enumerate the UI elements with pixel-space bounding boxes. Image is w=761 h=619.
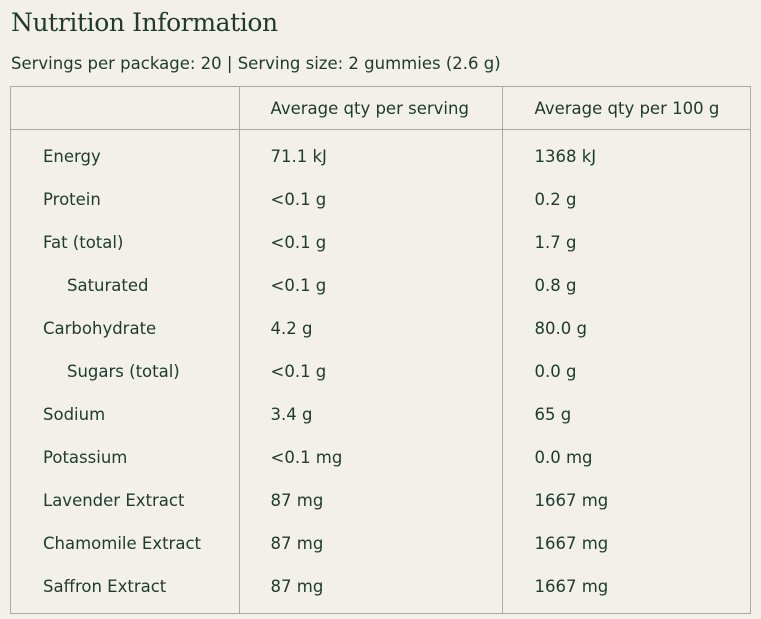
per-100g-value: 0.8 g xyxy=(534,276,577,295)
nutrient-name: Sugars (total) xyxy=(11,350,240,393)
table-row: Lavender Extract 87 mg 1667 mg xyxy=(11,479,750,522)
nutrient-name: Energy xyxy=(11,129,240,178)
per-100g-value: 1368 kJ xyxy=(534,147,597,166)
per-100g-value: 1.7 g xyxy=(534,233,577,252)
nutrient-name: Saturated xyxy=(11,264,240,307)
table-row: Protein <0.1 g 0.2 g xyxy=(11,178,750,221)
per-100g-value: 0.0 mg xyxy=(534,448,593,467)
table-row: Sugars (total) <0.1 g 0.0 g xyxy=(11,350,750,393)
nutrient-name: Sodium xyxy=(11,393,240,436)
per-serving-value: 87 mg xyxy=(239,479,503,522)
nutrient-name: Lavender Extract xyxy=(11,479,240,522)
nutrient-name: Potassium xyxy=(11,436,240,479)
per-100g-value: 80.0 g xyxy=(534,319,587,338)
header-per-serving: Average qty per serving xyxy=(239,87,503,130)
per-100g-value: 1667 mg xyxy=(534,491,609,510)
table-row: Carbohydrate 4.2 g 80.0 g xyxy=(11,307,750,350)
per-100g-value: 0.0 g xyxy=(534,362,577,381)
per-serving-value: 87 mg xyxy=(239,522,503,565)
per-serving-value: <0.1 g xyxy=(239,264,503,307)
per-100g-value: 1667 mg xyxy=(534,534,609,553)
table-row: Potassium <0.1 mg 0.0 mg xyxy=(11,436,750,479)
per-100g-value: 1667 mg xyxy=(534,577,609,596)
per-serving-value: 87 mg xyxy=(239,565,503,613)
table-row: Fat (total) <0.1 g 1.7 g xyxy=(11,221,750,264)
header-nutrient xyxy=(11,87,240,130)
nutrient-name: Protein xyxy=(11,178,240,221)
per-serving-value: 3.4 g xyxy=(239,393,503,436)
table-row: Sodium 3.4 g 65 g xyxy=(11,393,750,436)
per-serving-value: 4.2 g xyxy=(239,307,503,350)
nutrient-name: Carbohydrate xyxy=(11,307,240,350)
table-header-row: Average qty per serving Average qty per … xyxy=(11,87,750,130)
per-serving-value: <0.1 mg xyxy=(239,436,503,479)
page-title: Nutrition Information xyxy=(11,8,278,37)
table-row: Saturated <0.1 g 0.8 g xyxy=(11,264,750,307)
per-serving-value: <0.1 g xyxy=(239,178,503,221)
table-row: Saffron Extract 87 mg 1667 mg xyxy=(11,565,750,613)
serving-info: Servings per package: 20 | Serving size:… xyxy=(11,54,501,73)
nutrient-name: Chamomile Extract xyxy=(11,522,240,565)
table-row: Chamomile Extract 87 mg 1667 mg xyxy=(11,522,750,565)
per-serving-value: <0.1 g xyxy=(239,350,503,393)
per-serving-value: 71.1 kJ xyxy=(239,129,503,178)
table-row: Energy 71.1 kJ 1368 kJ xyxy=(11,129,750,178)
nutrient-name: Saffron Extract xyxy=(11,565,240,613)
per-100g-value: 65 g xyxy=(534,405,572,424)
per-100g-value: 0.2 g xyxy=(534,190,577,209)
per-serving-value: <0.1 g xyxy=(239,221,503,264)
nutrition-table: Average qty per serving Average qty per … xyxy=(10,86,751,614)
nutrient-name: Fat (total) xyxy=(11,221,240,264)
header-per-100g: Average qty per 100 g xyxy=(502,87,750,130)
